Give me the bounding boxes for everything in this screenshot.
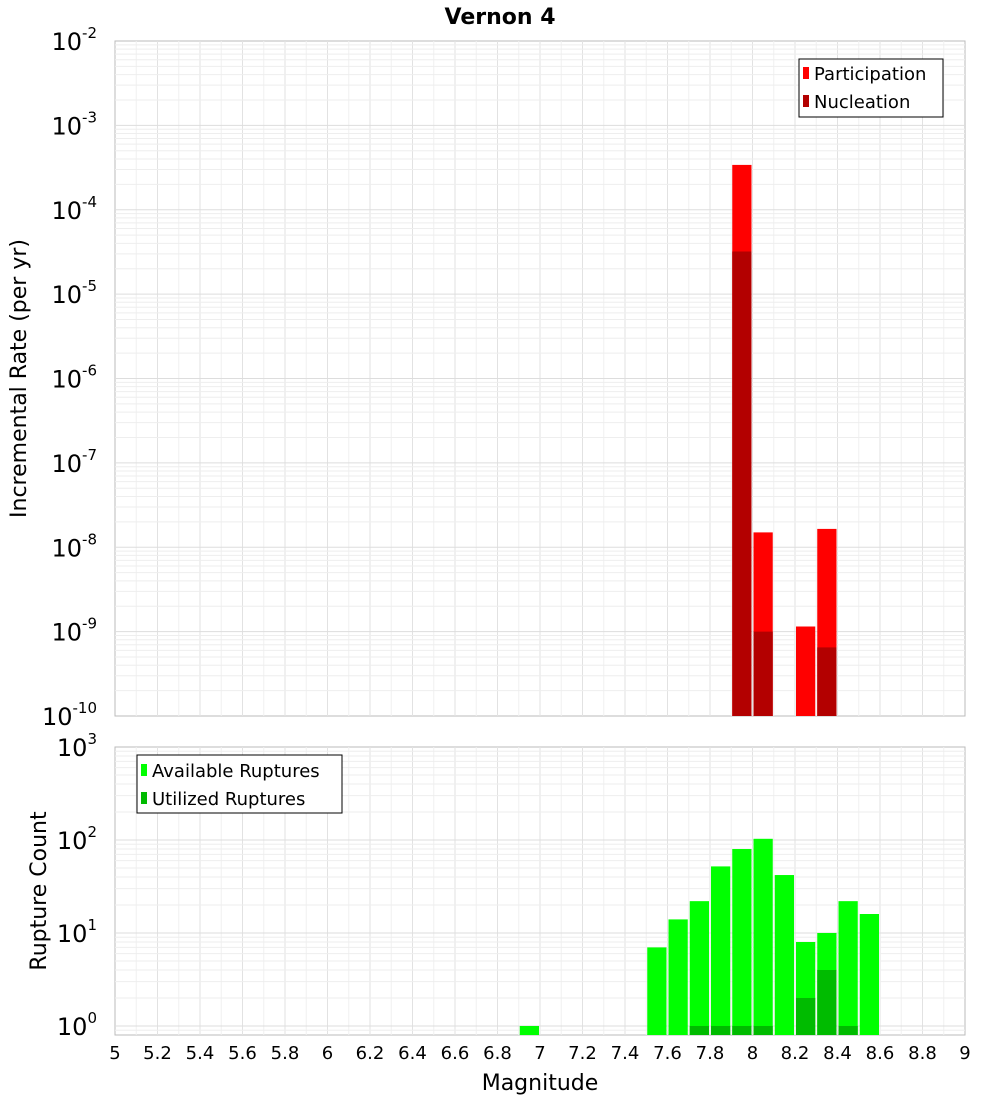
bar-utilized-ruptures (796, 997, 816, 1035)
top-legend-box (798, 58, 944, 118)
y-tick-label: 10-6 (51, 362, 97, 394)
y-tick-label: 10-10 (42, 699, 97, 731)
y-tick-label: 10-4 (51, 193, 97, 225)
legend-label-participation: Participation (814, 64, 926, 85)
x-tick-label: 5 (109, 1043, 120, 1064)
x-tick-label: 7.2 (568, 1043, 597, 1064)
y-tick-label: 10-2 (51, 24, 97, 56)
bar-utilized-ruptures (817, 969, 837, 1035)
bar-available-ruptures (774, 875, 794, 1035)
x-tick-label: 6.2 (356, 1043, 385, 1064)
bar-utilized-ruptures (711, 1025, 731, 1035)
bar-available-ruptures (859, 914, 879, 1035)
y-tick-label: 102 (57, 823, 97, 855)
chart-title: Vernon 4 (445, 5, 556, 30)
bar-available-ruptures (711, 866, 731, 1035)
legend-swatch-participation (803, 67, 809, 79)
y-tick-label: 100 (57, 1009, 97, 1041)
bar-utilized-ruptures (732, 1025, 752, 1035)
y-tick-label: 10-8 (51, 530, 97, 562)
bar-available-ruptures (838, 901, 858, 1035)
legend-label-available-ruptures: Available Ruptures (152, 761, 320, 782)
x-tick-label: 7 (534, 1043, 545, 1064)
bottom-plot-panel: 103 102 101 100 5 5.2 5.4 5.6 5.8 6 6.2 6.4 6.6 6.8 7… (27, 730, 971, 1096)
bar-available-ruptures (753, 838, 773, 1035)
x-tick-label: 8.4 (823, 1043, 852, 1064)
top-plot-panel: 10-2 10-3 10-4 10-5 10-6 10-7 10-8 10-9 10-10 In… (7, 24, 966, 731)
x-tick-label: 7.4 (611, 1043, 640, 1064)
bottom-bars (519, 838, 879, 1035)
x-tick-label: 8.8 (908, 1043, 937, 1064)
legend-label-nucleation: Nucleation (814, 92, 910, 113)
y-tick-label: 103 (57, 730, 97, 762)
legend-label-utilized-ruptures: Utilized Ruptures (152, 789, 305, 810)
bar-participation (796, 626, 816, 716)
bar-nucleation (732, 251, 752, 716)
bar-available-ruptures (689, 901, 709, 1035)
bottom-y-axis-label: Rupture Count (27, 811, 52, 971)
bar-nucleation (817, 647, 837, 716)
x-tick-labels: 5 5.2 5.4 5.6 5.8 6 6.2 6.4 6.6 6.8 7 7.2 7.4 7.6 7.8 8… (109, 1043, 970, 1064)
bar-utilized-ruptures (689, 1025, 709, 1035)
x-tick-label: 7.6 (653, 1043, 682, 1064)
top-y-tick-labels: 10-2 10-3 10-4 10-5 10-6 10-7 10-8 10-9 10-10 (42, 24, 97, 731)
x-tick-label: 8 (747, 1043, 758, 1064)
legend-swatch-available-ruptures (141, 764, 147, 776)
x-tick-label: 7.8 (696, 1043, 725, 1064)
x-tick-label: 6.4 (398, 1043, 427, 1064)
x-tick-label: 5.4 (186, 1043, 215, 1064)
x-tick-label: 9 (959, 1043, 970, 1064)
y-tick-label: 101 (57, 916, 97, 948)
bottom-legend-box (136, 754, 343, 814)
legend-swatch-utilized-ruptures (141, 792, 147, 804)
bottom-legend: Available Ruptures Utilized Ruptures (136, 754, 343, 814)
bar-nucleation (753, 631, 773, 716)
x-tick-label: 8.2 (781, 1043, 810, 1064)
x-axis-label: Magnitude (482, 1071, 599, 1096)
bar-utilized-ruptures (753, 1025, 773, 1035)
bar-available-ruptures (519, 1025, 539, 1035)
x-tick-label: 5.6 (228, 1043, 257, 1064)
y-tick-label: 10-5 (51, 277, 97, 309)
y-tick-label: 10-3 (51, 108, 97, 140)
bottom-y-tick-labels: 103 102 101 100 (57, 730, 97, 1041)
top-legend: Participation Nucleation (798, 58, 944, 118)
x-tick-label: 5.8 (271, 1043, 300, 1064)
bar-available-ruptures (668, 919, 688, 1035)
x-tick-label: 8.6 (866, 1043, 895, 1064)
bar-available-ruptures (647, 947, 667, 1035)
x-tick-label: 6 (322, 1043, 333, 1064)
bar-utilized-ruptures (838, 1025, 858, 1035)
top-bars (732, 164, 837, 716)
top-y-axis-label: Incremental Rate (per yr) (7, 239, 32, 518)
y-tick-label: 10-9 (51, 615, 97, 647)
legend-swatch-nucleation (803, 95, 809, 107)
x-tick-label: 6.8 (483, 1043, 512, 1064)
top-gridlines (115, 41, 965, 716)
x-tick-label: 5.2 (143, 1043, 172, 1064)
y-tick-label: 10-7 (51, 446, 97, 478)
bar-available-ruptures (732, 849, 752, 1035)
x-tick-label: 6.6 (441, 1043, 470, 1064)
